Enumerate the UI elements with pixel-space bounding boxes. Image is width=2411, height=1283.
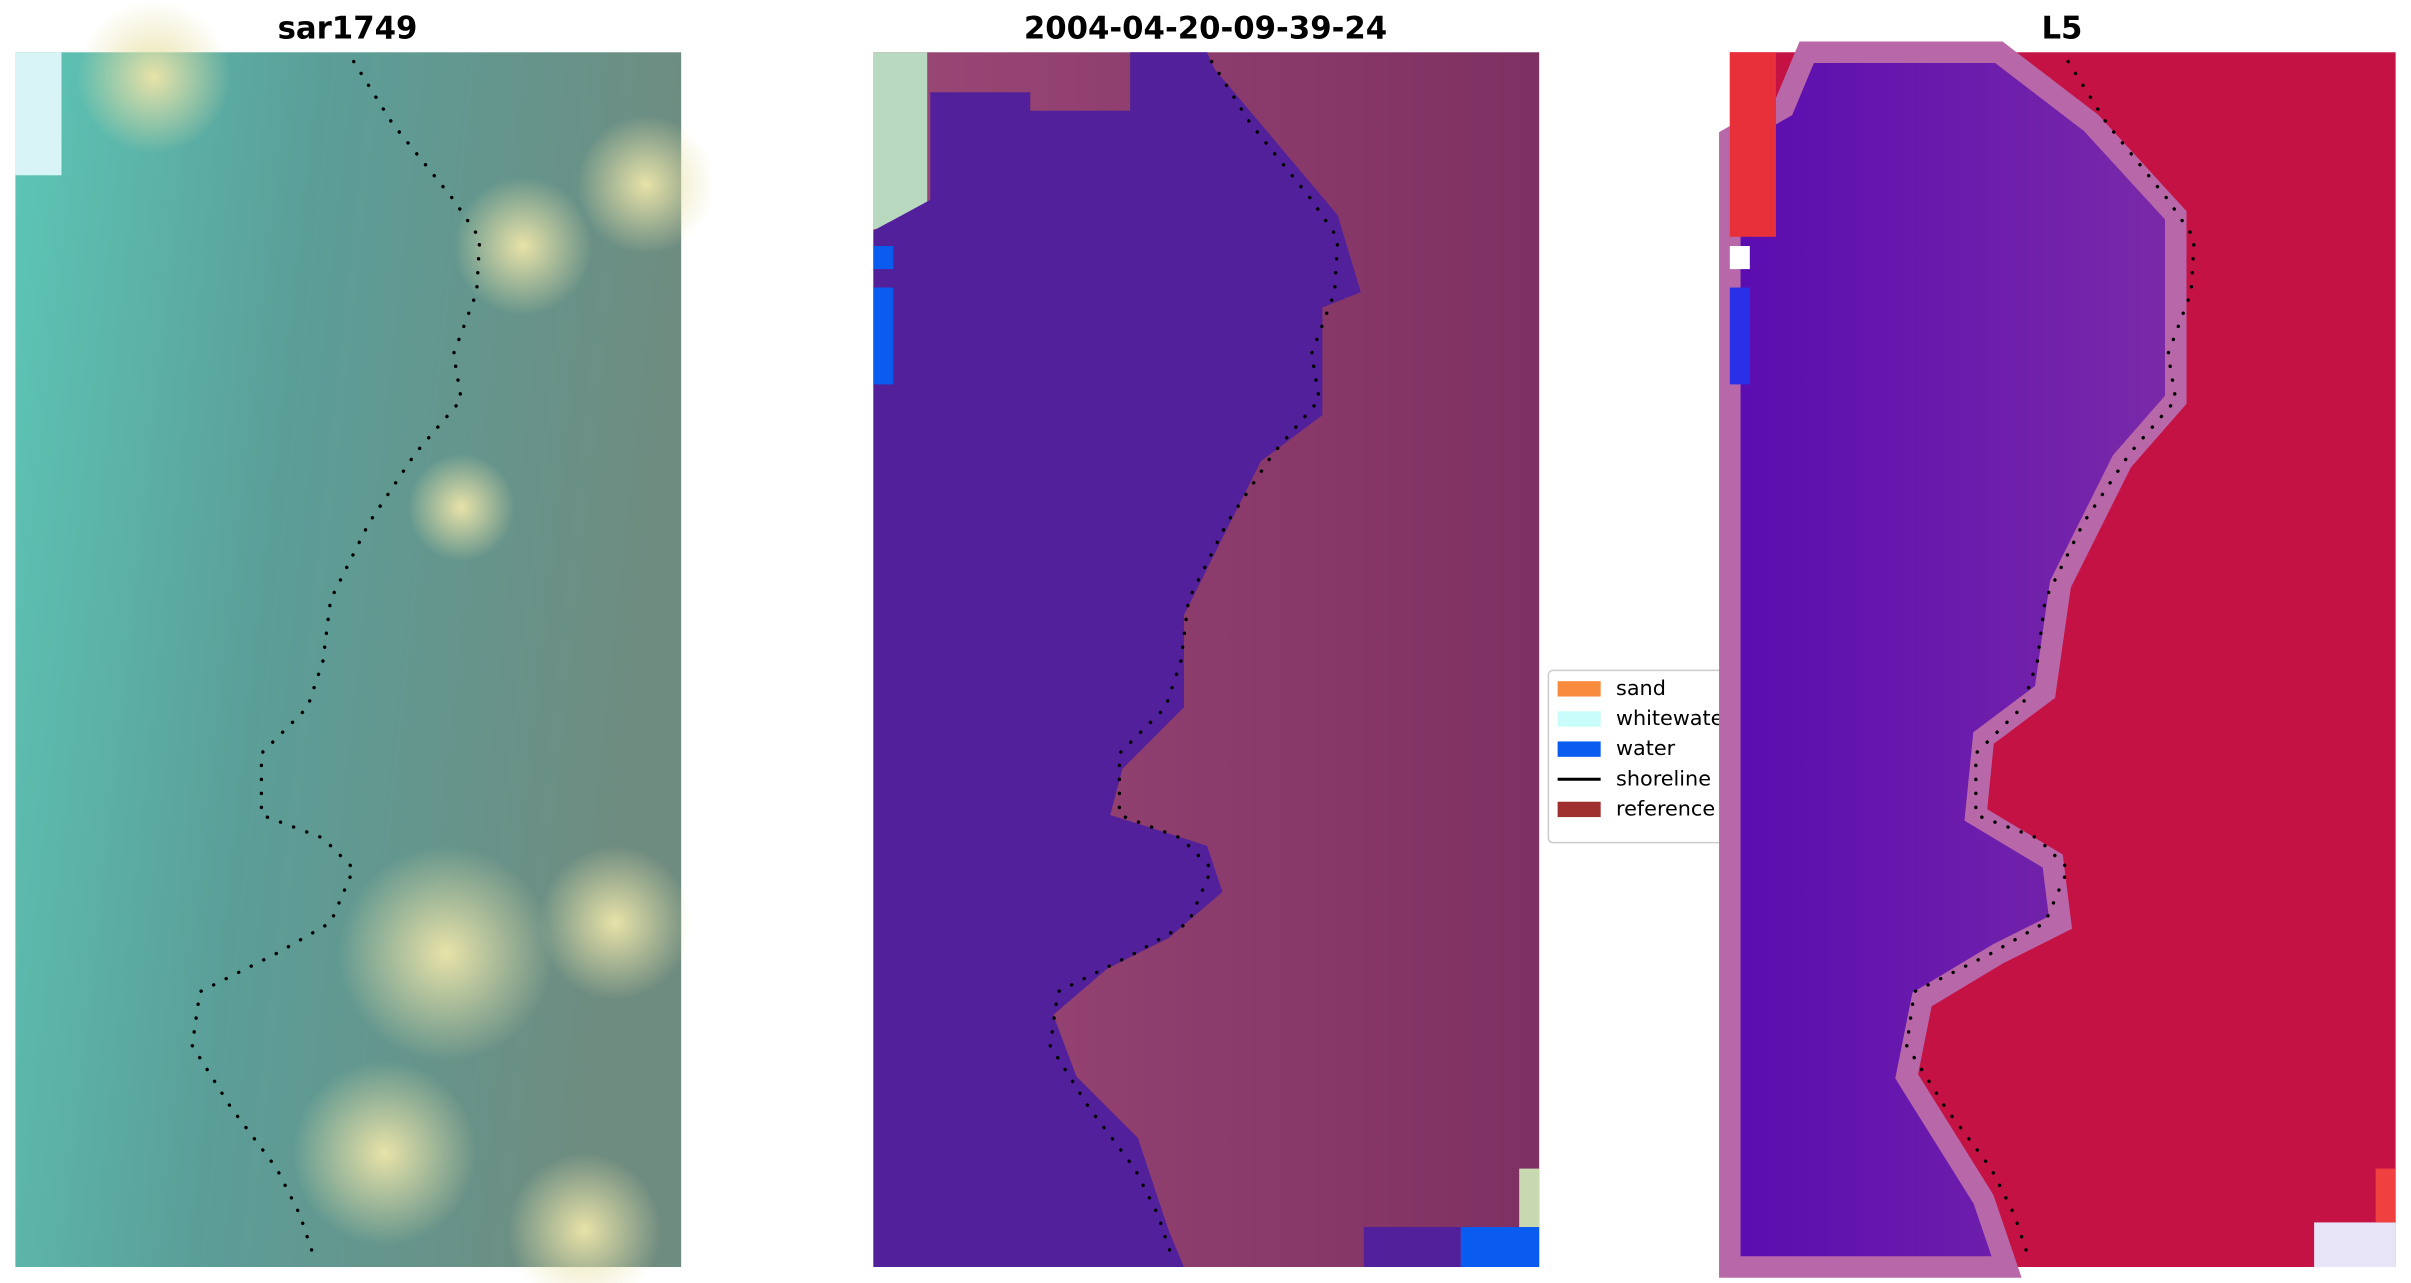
panel-title: sar1749 <box>278 10 418 46</box>
legend-label: water <box>1616 736 1676 760</box>
rgb-image <box>15 0 715 1283</box>
legend-patch <box>1557 681 1601 697</box>
panel-title: L5 <box>2041 10 2082 46</box>
legend-patch <box>1557 741 1601 757</box>
legend-label: whitewater <box>1616 706 1732 730</box>
legend-label: shoreline <box>1616 766 1711 790</box>
panel-title: 2004-04-20-09-39-24 <box>1024 10 1387 46</box>
classified-image <box>873 52 1540 1268</box>
legend-patch <box>1557 711 1601 727</box>
index-image <box>1719 41 2396 1278</box>
legend-label: sand <box>1616 676 1666 700</box>
legend-patch <box>1557 801 1601 818</box>
